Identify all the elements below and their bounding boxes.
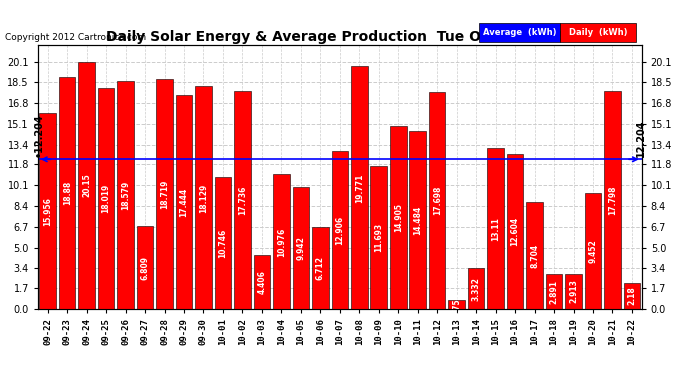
Bar — [429, 92, 446, 309]
Text: 11.693: 11.693 — [374, 223, 383, 252]
Bar — [448, 300, 465, 309]
Bar — [526, 202, 543, 309]
Text: 4.406: 4.406 — [257, 270, 266, 294]
Text: Average  (kWh): Average (kWh) — [483, 28, 556, 37]
Bar — [507, 154, 524, 309]
Text: 2.913: 2.913 — [569, 279, 578, 303]
Bar — [59, 77, 75, 309]
Text: 12.906: 12.906 — [335, 216, 344, 244]
Text: 10.746: 10.746 — [219, 229, 228, 258]
Text: 17.736: 17.736 — [238, 186, 247, 215]
Text: 12.204: 12.204 — [635, 120, 646, 158]
Text: 18.129: 18.129 — [199, 183, 208, 213]
Bar — [390, 126, 406, 309]
Bar — [584, 193, 601, 309]
Bar — [215, 177, 231, 309]
Text: 13.11: 13.11 — [491, 217, 500, 241]
Bar — [39, 113, 56, 309]
Bar — [176, 95, 193, 309]
Text: 8.704: 8.704 — [530, 244, 539, 268]
Text: •12.204: •12.204 — [34, 114, 44, 158]
FancyBboxPatch shape — [479, 22, 560, 42]
Bar — [79, 62, 95, 309]
Title: Daily Solar Energy & Average Production  Tue Oct 23  07:31: Daily Solar Energy & Average Production … — [106, 30, 574, 44]
Bar — [156, 79, 172, 309]
Bar — [604, 90, 621, 309]
Text: 9.942: 9.942 — [297, 236, 306, 260]
Bar — [624, 283, 640, 309]
Bar — [98, 88, 115, 309]
Text: 3.332: 3.332 — [472, 277, 481, 301]
Text: 17.698: 17.698 — [433, 186, 442, 215]
Bar — [468, 268, 484, 309]
Bar — [565, 273, 582, 309]
Text: 15.956: 15.956 — [43, 197, 52, 226]
Bar — [254, 255, 270, 309]
Text: 19.771: 19.771 — [355, 173, 364, 202]
Text: Daily  (kWh): Daily (kWh) — [569, 28, 627, 37]
Bar — [371, 166, 387, 309]
Bar — [195, 87, 212, 309]
Text: 14.484: 14.484 — [413, 206, 422, 235]
FancyBboxPatch shape — [560, 22, 635, 42]
Bar — [546, 274, 562, 309]
Bar — [137, 226, 153, 309]
Text: 6.809: 6.809 — [141, 255, 150, 279]
Text: 2.891: 2.891 — [549, 280, 559, 304]
Text: 18.579: 18.579 — [121, 180, 130, 210]
Text: 17.798: 17.798 — [608, 185, 617, 215]
Bar — [487, 148, 504, 309]
Text: 2.18: 2.18 — [627, 286, 636, 305]
Text: Copyright 2012 Cartronics.com: Copyright 2012 Cartronics.com — [5, 33, 146, 42]
Bar — [332, 151, 348, 309]
Text: 18.719: 18.719 — [160, 180, 169, 209]
Bar — [312, 227, 328, 309]
Bar — [117, 81, 134, 309]
Bar — [293, 187, 309, 309]
Text: 12.604: 12.604 — [511, 217, 520, 246]
Text: 9.452: 9.452 — [589, 239, 598, 263]
Bar — [234, 91, 250, 309]
Text: 18.019: 18.019 — [101, 184, 110, 213]
Text: 14.905: 14.905 — [394, 203, 403, 232]
Bar — [273, 174, 290, 309]
Bar — [409, 131, 426, 309]
Bar — [351, 66, 368, 309]
Text: 20.15: 20.15 — [82, 174, 91, 197]
Text: 6.712: 6.712 — [316, 256, 325, 280]
Text: 18.88: 18.88 — [63, 181, 72, 206]
Text: 0.755: 0.755 — [452, 293, 461, 316]
Text: 17.444: 17.444 — [179, 188, 188, 217]
Text: 10.976: 10.976 — [277, 227, 286, 256]
